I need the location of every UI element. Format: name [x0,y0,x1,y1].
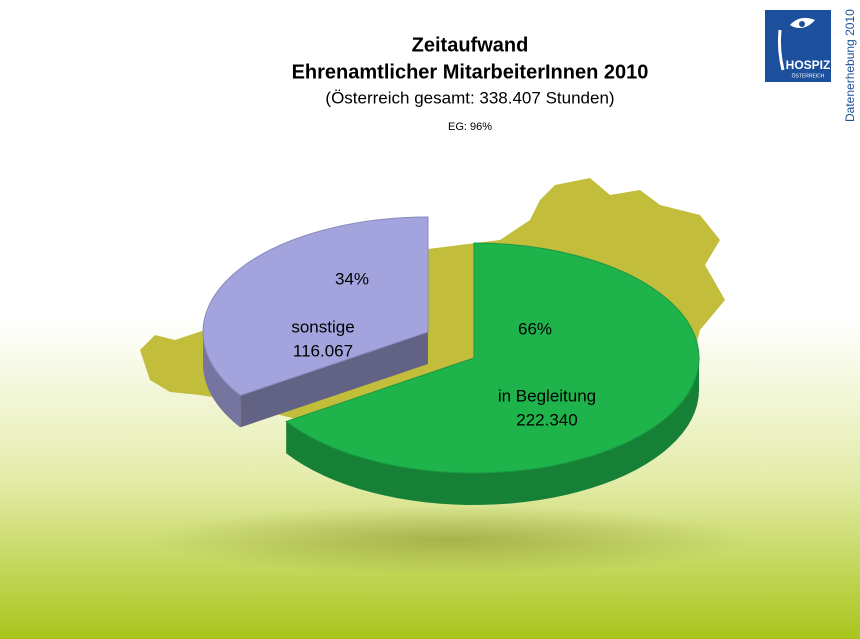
percentage-label: 34% [335,269,369,288]
slice-side [286,358,699,505]
pie-shadow [150,505,750,575]
logo-name: HOSPIZ [786,58,831,72]
chart-title: Zeitaufwand [412,34,529,56]
slice [202,216,429,428]
side-text: Datenerhebung 2010 [843,9,857,122]
pie [202,216,700,505]
value-label: 116.067 [293,341,353,360]
chart-subtitle: Ehrenamtlicher MitarbeiterInnen 2010 [292,61,649,83]
logo: HOSPIZ ÖSTERREICH [765,10,831,82]
percentage-label: 66% [518,319,552,338]
total-note: (Österreich gesamt: 338.407 Stunden) [325,88,614,107]
note: EG: 96% [448,121,492,133]
slice-top [202,216,429,396]
slice-side [203,332,241,428]
value-label: 222.340 [516,410,577,429]
slice-top [285,242,700,474]
category-label: sonstige [291,317,354,336]
logo-arc [777,29,785,71]
logo-country: ÖSTERREICH [792,72,825,79]
slice-face [240,332,428,428]
slice [285,242,700,505]
logo-pupil [799,21,805,27]
category-label: in Begleitung [498,386,596,405]
